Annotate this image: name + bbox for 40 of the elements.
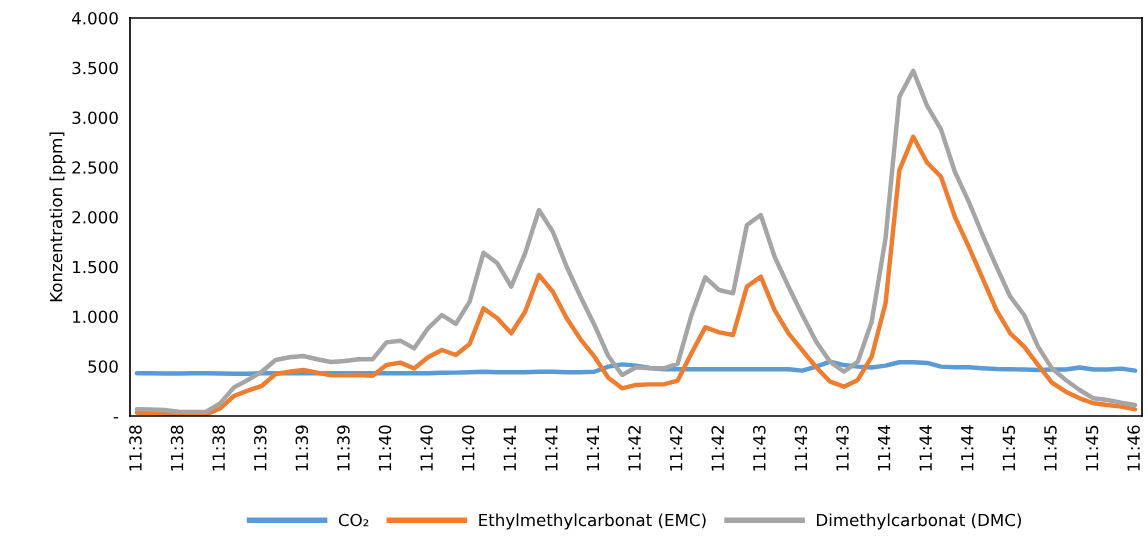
x-tick-label: 11:38 [212, 425, 225, 471]
x-tick-label: 11:42 [711, 426, 724, 471]
x-tick-label: 11:44 [961, 425, 974, 471]
x-tick-label: 11:43 [794, 425, 808, 471]
x-tick-label: 11:41 [586, 425, 600, 471]
x-tick-label: 11:45 [1044, 425, 1057, 471]
x-tick-label: 11:39 [337, 425, 350, 471]
y-tick-label: 3.000 [72, 111, 118, 125]
y-tick-label: 500 [88, 360, 118, 373]
x-tick-label: 11:38 [170, 425, 184, 471]
x-tick-label: 11:45 [1002, 425, 1016, 471]
x-tick-label: 11:40 [378, 425, 392, 471]
x-tick-label: 11:42 [669, 426, 683, 471]
x-tick-label: 11:38 [129, 425, 142, 471]
x-tick-label: 11:41 [503, 425, 516, 471]
y-tick-label: 4.000 [71, 11, 118, 25]
legend-label: CO₂ [338, 513, 369, 527]
y-tick-label: 3.500 [72, 61, 118, 75]
x-tick-label: 11:40 [461, 425, 475, 471]
x-tick-label: 11:46 [1127, 425, 1140, 471]
x-tick-label: 11:40 [420, 425, 433, 471]
x-tick-label: 11:45 [1085, 425, 1099, 471]
x-tick-label: 11:41 [545, 425, 558, 471]
x-tick-label: 11:42 [628, 426, 641, 471]
y-tick-label: 2.000 [72, 210, 118, 224]
y-tick-label: 1.000 [73, 310, 118, 324]
x-tick-label: 11:44 [919, 425, 932, 471]
legend-label: Ethylmethylcarbonat (EMC) [479, 513, 706, 530]
x-tick-label: 11:44 [877, 425, 891, 471]
line-series [134, 68, 1138, 415]
x-tick-label: 11:43 [753, 425, 766, 471]
legend-label: Dimethylcarbonat (DMC) [817, 513, 1021, 530]
y-tick-label: 1.500 [73, 260, 118, 274]
y-axis-title: Konzentration [ppm] [49, 132, 66, 302]
x-tick-label: 11:39 [295, 425, 309, 471]
y-tick-label: - [113, 417, 119, 419]
y-tick-label: 2.500 [72, 161, 118, 174]
x-tick-label: 11:43 [836, 425, 849, 471]
line-series [134, 134, 1138, 416]
x-tick-label: 11:39 [253, 425, 267, 471]
